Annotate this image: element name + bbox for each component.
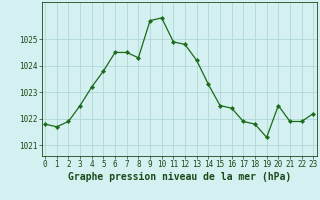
X-axis label: Graphe pression niveau de la mer (hPa): Graphe pression niveau de la mer (hPa): [68, 172, 291, 182]
